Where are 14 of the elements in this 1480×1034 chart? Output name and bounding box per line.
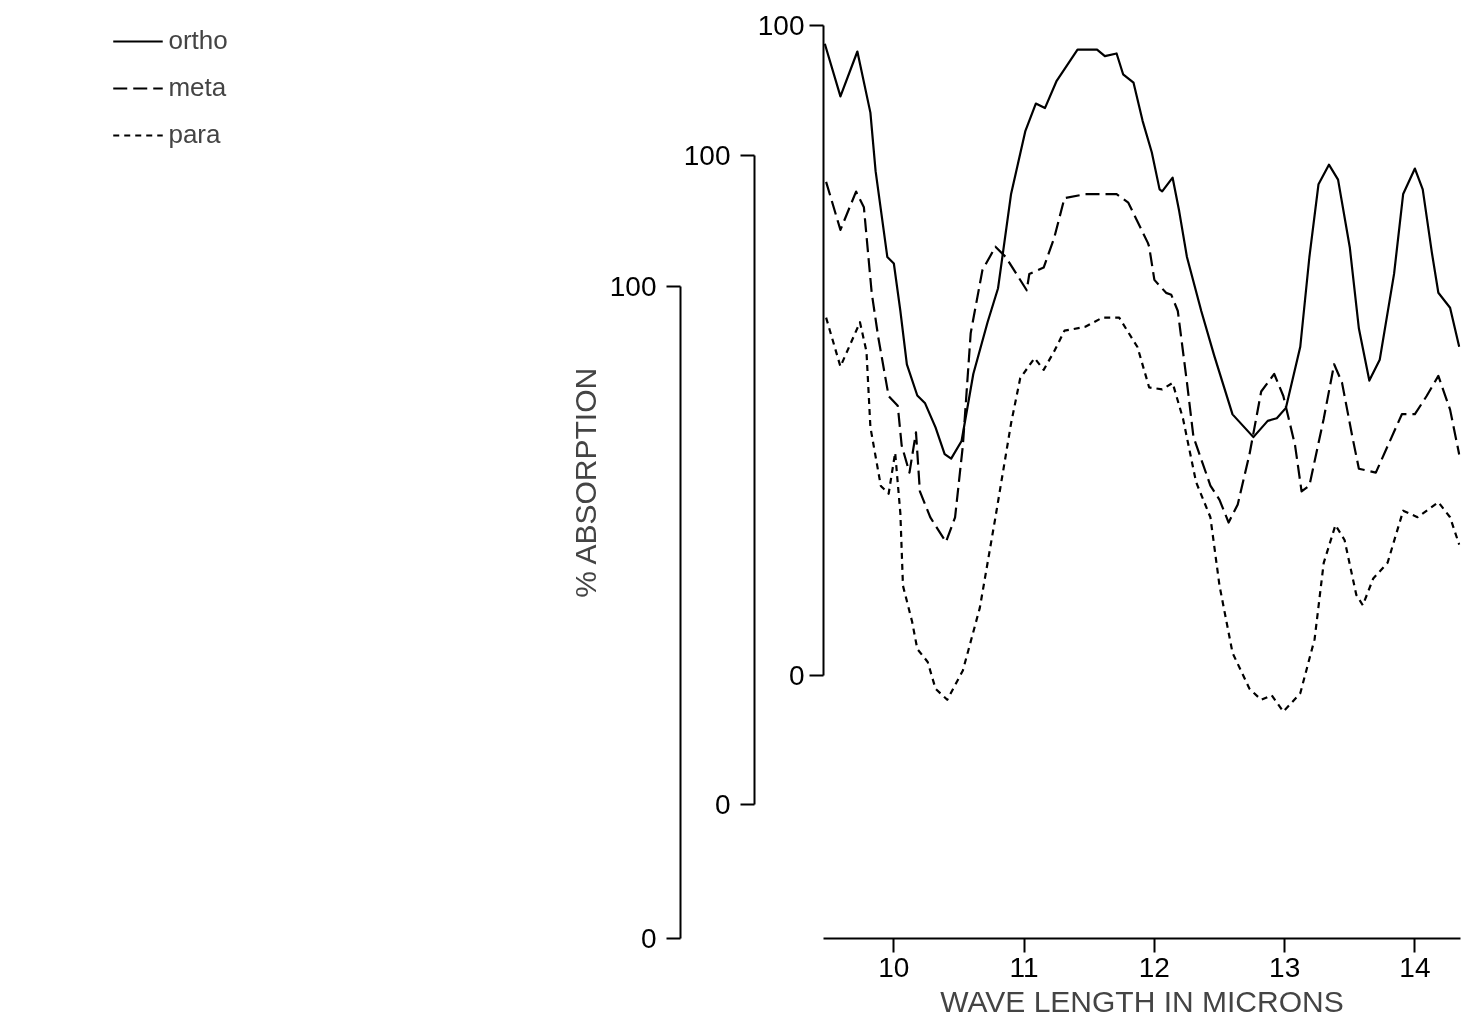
y3-axis-title: % ABSORPTION bbox=[568, 367, 602, 598]
y3-tick-label: 0 bbox=[640, 923, 657, 954]
x-tick-label: 10 bbox=[878, 951, 910, 983]
y3-tick-label: 100 bbox=[609, 270, 657, 302]
y2-tick-label: 100 bbox=[683, 140, 731, 172]
x-axis-title: WAVE LENGTH IN MICRONS bbox=[940, 984, 1344, 1018]
x-tick-label: 11 bbox=[1009, 951, 1039, 983]
legend-label: meta bbox=[168, 72, 227, 103]
legend-label: para bbox=[168, 119, 221, 150]
x-tick-label: 13 bbox=[1269, 951, 1301, 983]
y2-tick-label: 0 bbox=[714, 789, 731, 821]
legend-label: ortho bbox=[168, 25, 228, 56]
x-tick-label: 14 bbox=[1399, 951, 1431, 983]
x-tick-label: 12 bbox=[1138, 951, 1170, 983]
